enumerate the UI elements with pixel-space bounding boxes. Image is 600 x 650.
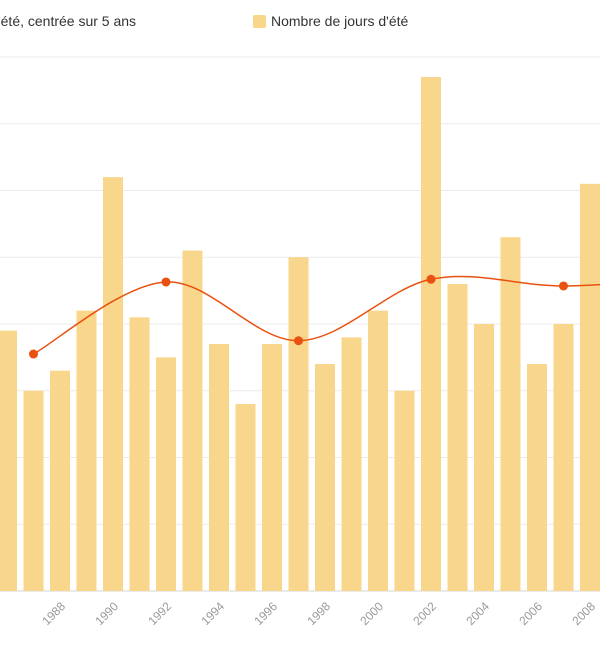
bar[interactable] [580,183,600,591]
bar[interactable] [474,324,494,591]
bar[interactable] [341,337,362,591]
legend-item-moving-average[interactable]: Moyenne des jours d'été, centrée sur 5 a… [0,13,136,29]
bar[interactable] [447,283,468,591]
legend-label-summer-days: Nombre de jours d'été [271,13,409,29]
x-tick-label: 2004 [463,599,492,628]
bar[interactable] [209,344,229,591]
moving-average-point[interactable] [559,281,568,291]
bar[interactable] [421,77,441,591]
bar[interactable] [315,364,335,591]
x-tick-label: 1992 [145,599,174,628]
bar[interactable] [23,390,44,591]
legend-swatch-bars [253,14,266,28]
bar[interactable] [156,357,176,591]
bar[interactable] [103,177,123,591]
bar[interactable] [288,257,309,591]
x-tick-label: 1998 [304,599,333,628]
chart-legend: Moyenne des jours d'été, centrée sur 5 a… [0,0,600,44]
bar[interactable] [76,310,97,591]
bar[interactable] [527,364,547,591]
legend-item-summer-days[interactable]: Nombre de jours d'été [253,13,408,29]
x-tick-label: 2006 [516,599,545,628]
legend-label-moving-average: Moyenne des jours d'été, centrée sur 5 a… [0,13,137,29]
bar[interactable] [50,370,70,591]
x-tick-label: 1996 [251,599,280,628]
x-tick-label: 2008 [569,599,598,628]
bar[interactable] [129,317,150,591]
moving-average-point[interactable] [161,277,171,287]
bar[interactable] [262,344,282,591]
bar[interactable] [500,237,521,591]
bar[interactable] [0,330,17,591]
x-tick-label: 2000 [357,599,386,628]
moving-average-point[interactable] [426,274,436,284]
moving-average-line [33,275,600,355]
bar[interactable] [368,310,388,591]
moving-average-point[interactable] [294,336,303,346]
bar[interactable] [553,324,574,591]
bar[interactable] [182,250,203,591]
bar[interactable] [394,390,415,591]
x-tick-label: 1994 [198,599,227,628]
x-tick-label: 1988 [39,599,68,628]
x-tick-label: 1990 [92,599,121,628]
x-tick-label: 2002 [410,599,439,628]
bar[interactable] [235,404,256,591]
moving-average-point[interactable] [29,349,38,359]
